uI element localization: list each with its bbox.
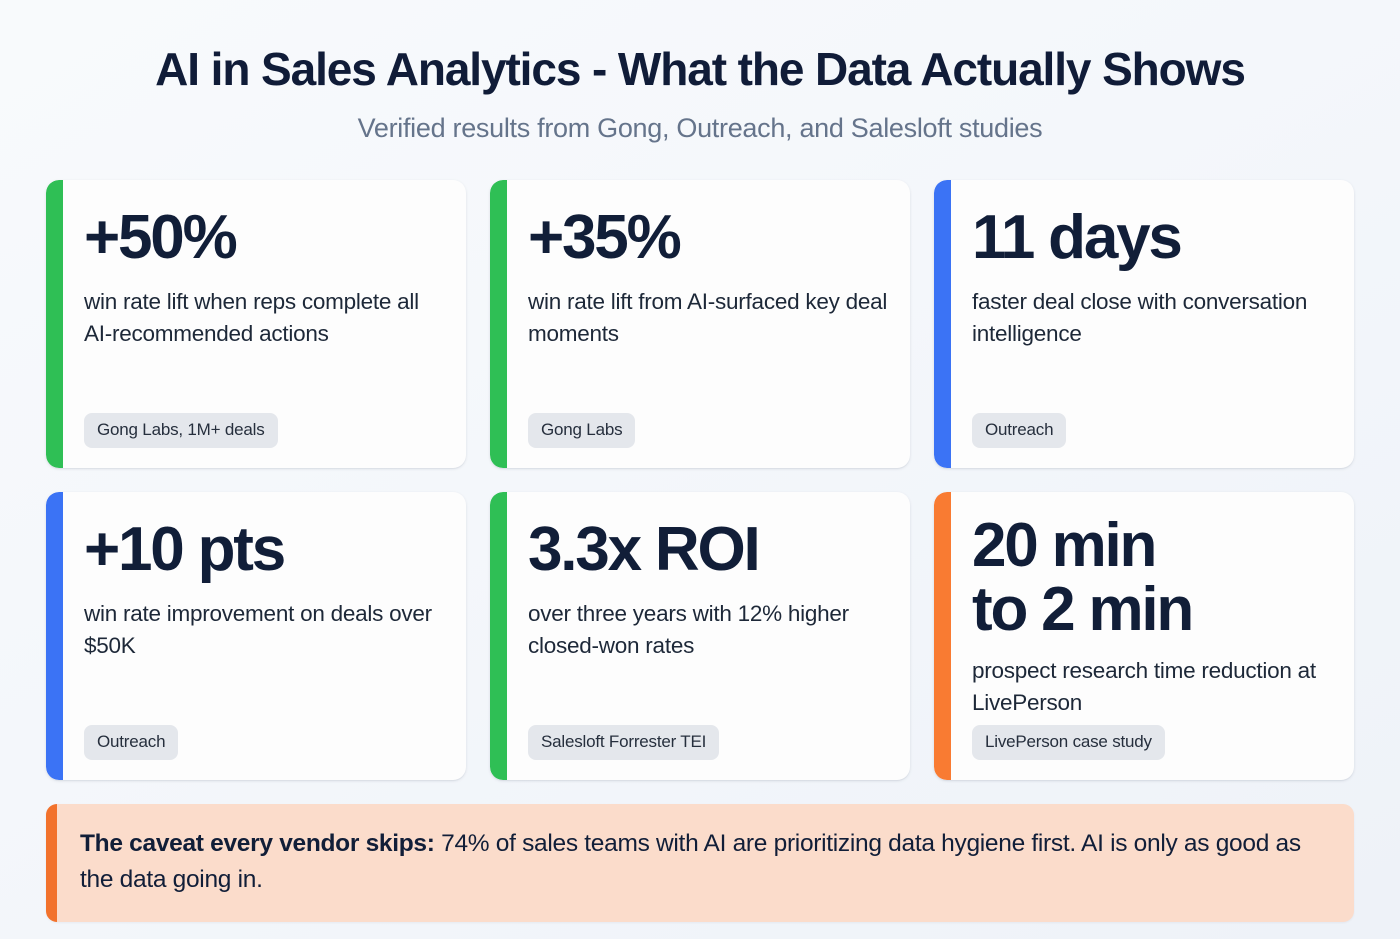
card-accent-bar [46, 179, 63, 468]
caveat-body: 74% of sales teams with AI are prioritiz… [80, 829, 1301, 893]
card-accent-bar [46, 491, 63, 780]
stat-value: +50% [84, 202, 238, 272]
stat-value: +35% [528, 202, 682, 272]
header: AI in Sales Analytics - What the Data Ac… [46, 44, 1354, 144]
caveat-accent-bar [46, 803, 57, 922]
stat-description: win rate lift when reps complete all AI-… [84, 288, 419, 346]
source-badge-row: Gong Labs, 1M+ deals [84, 412, 444, 448]
card-accent-bar [490, 491, 507, 780]
stat-value: +10 pts [84, 514, 286, 584]
stat-card: 3.3x ROI over three years with 12% highe… [490, 491, 910, 780]
stat-description: faster deal close with conversation inte… [972, 288, 1308, 346]
card-accent-bar [490, 179, 507, 468]
stat-description: prospect research time reduction at Live… [972, 657, 1316, 715]
source-badge-row: LivePerson case study [972, 724, 1332, 760]
caveat-text: The caveat every vendor skips: 74% of sa… [80, 826, 1326, 898]
source-badge: Outreach [972, 412, 1067, 448]
source-badge: Salesloft Forrester TEI [528, 724, 720, 760]
source-badge-row: Salesloft Forrester TEI [528, 724, 888, 760]
caveat-lead: The caveat every vendor skips: [80, 829, 435, 857]
stat-description: win rate improvement on deals over $50K [84, 600, 432, 658]
source-badge: Gong Labs [528, 412, 636, 448]
stat-card-grid: +50% win rate lift when reps complete al… [46, 179, 1354, 780]
source-badge: Outreach [84, 724, 179, 760]
stat-card: +50% win rate lift when reps complete al… [46, 179, 466, 468]
card-accent-bar [934, 491, 951, 780]
stat-value: 20 min to 2 min [972, 510, 1194, 644]
stat-card: 11 days faster deal close with conversat… [934, 179, 1354, 468]
card-accent-bar [934, 179, 951, 468]
source-badge: LivePerson case study [972, 724, 1165, 760]
stat-card: +10 pts win rate improvement on deals ov… [46, 491, 466, 780]
stat-description: win rate lift from AI-surfaced key deal … [528, 288, 888, 346]
stat-card: 20 min to 2 min prospect research time r… [934, 491, 1354, 780]
page-subtitle: Verified results from Gong, Outreach, an… [357, 112, 1043, 143]
source-badge-row: Outreach [972, 412, 1332, 448]
stat-value: 11 days [972, 202, 1183, 272]
source-badge: Gong Labs, 1M+ deals [84, 412, 278, 448]
page-title: AI in Sales Analytics - What the Data Ac… [155, 43, 1246, 95]
caveat-banner: The caveat every vendor skips: 74% of sa… [46, 803, 1354, 922]
stat-description: over three years with 12% higher closed-… [528, 600, 849, 658]
stat-card: +35% win rate lift from AI-surfaced key … [490, 179, 910, 468]
source-badge-row: Outreach [84, 724, 444, 760]
stat-value: 3.3x ROI [528, 514, 761, 584]
source-badge-row: Gong Labs [528, 412, 888, 448]
